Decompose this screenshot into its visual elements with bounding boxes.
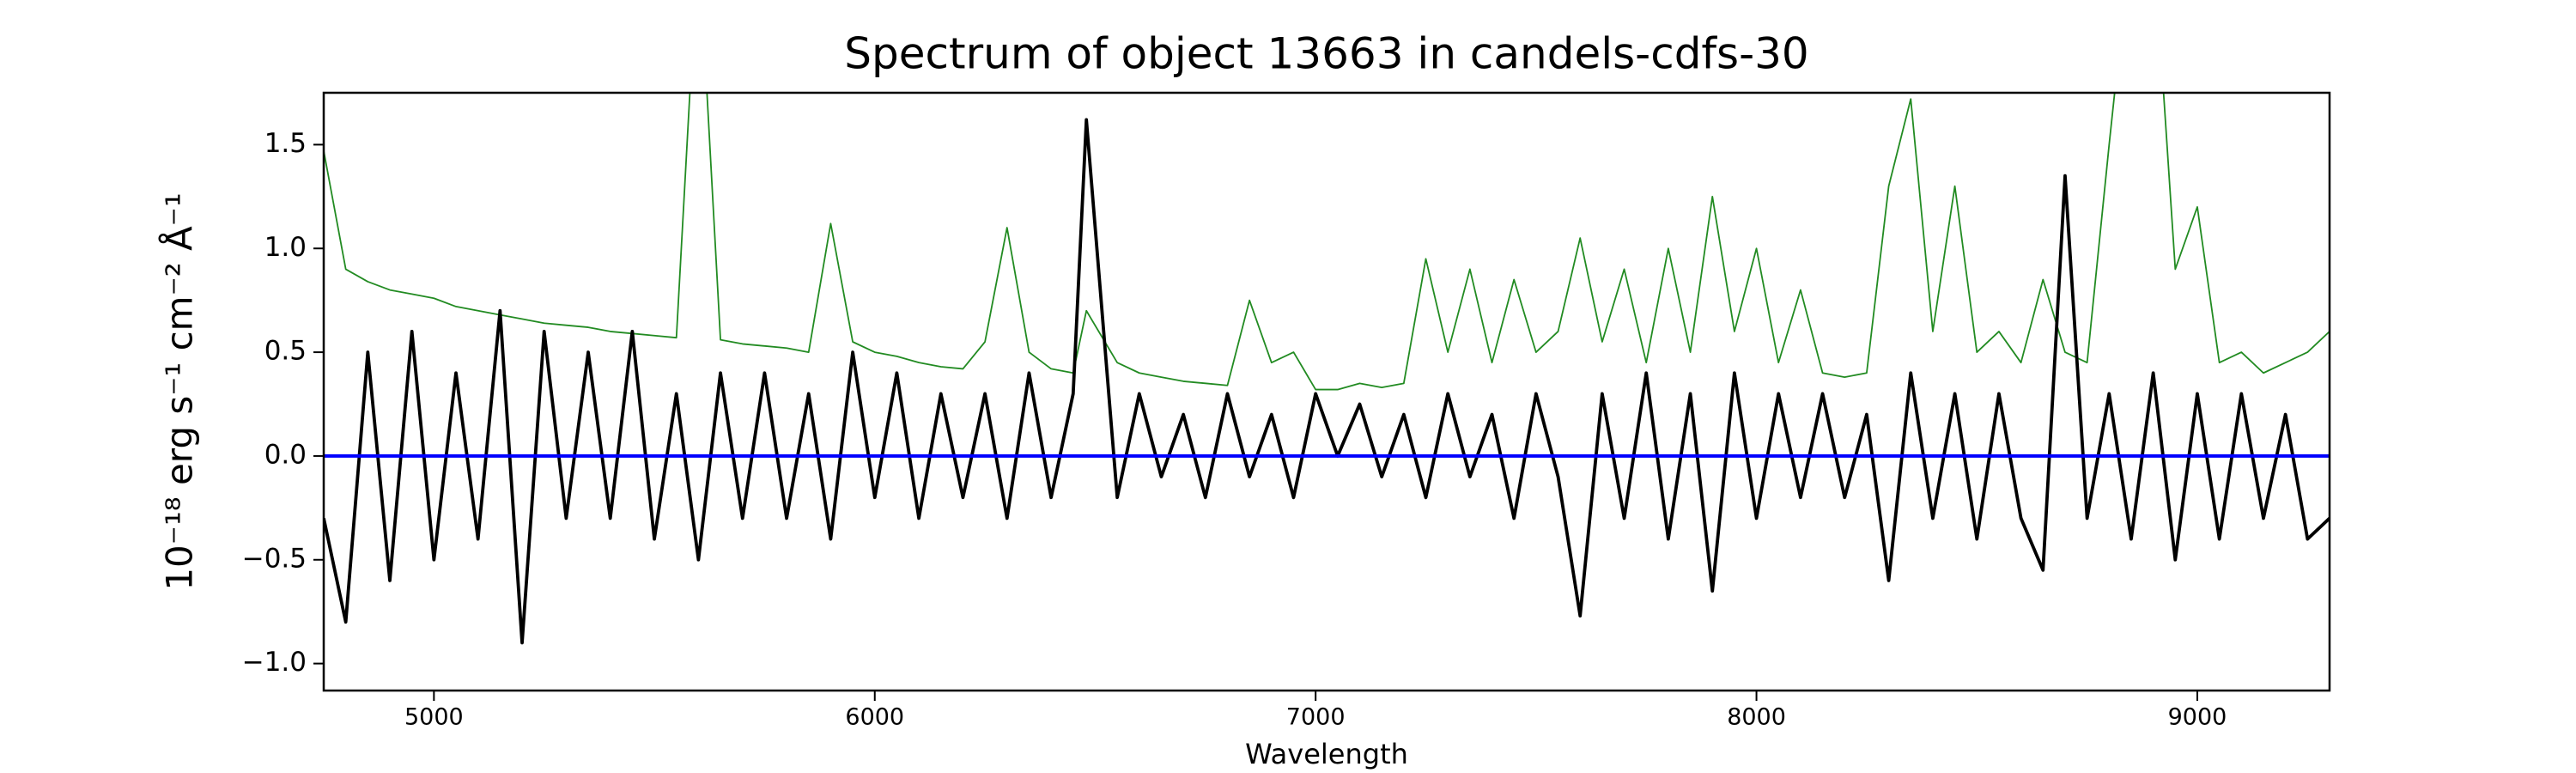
x-tick-label: 7000 — [1286, 704, 1346, 731]
x-axis-label: Wavelength — [1245, 738, 1408, 770]
y-axis-label: 10⁻¹⁸ erg s⁻¹ cm⁻² Å⁻¹ — [158, 192, 201, 590]
plot-area — [324, 93, 2330, 645]
spectrum-line — [324, 93, 2330, 391]
x-tick-label: 9000 — [2168, 704, 2227, 731]
x-tick-label: 8000 — [1727, 704, 1786, 731]
x-tick-label: 6000 — [845, 704, 904, 731]
y-tick-label: 0.0 — [264, 439, 307, 470]
y-tick-label: 1.0 — [264, 232, 307, 263]
x-tick-label: 5000 — [404, 704, 464, 731]
spectrum-line — [324, 118, 2330, 645]
axes-frame — [322, 91, 2331, 692]
y-tick-label: 0.5 — [264, 336, 307, 367]
y-tick-label: 1.5 — [264, 128, 307, 159]
chart-title: Spectrum of object 13663 in candels-cdfs… — [844, 29, 1809, 79]
y-tick-label: −0.5 — [242, 543, 307, 574]
y-tick-label: −1.0 — [242, 647, 307, 678]
